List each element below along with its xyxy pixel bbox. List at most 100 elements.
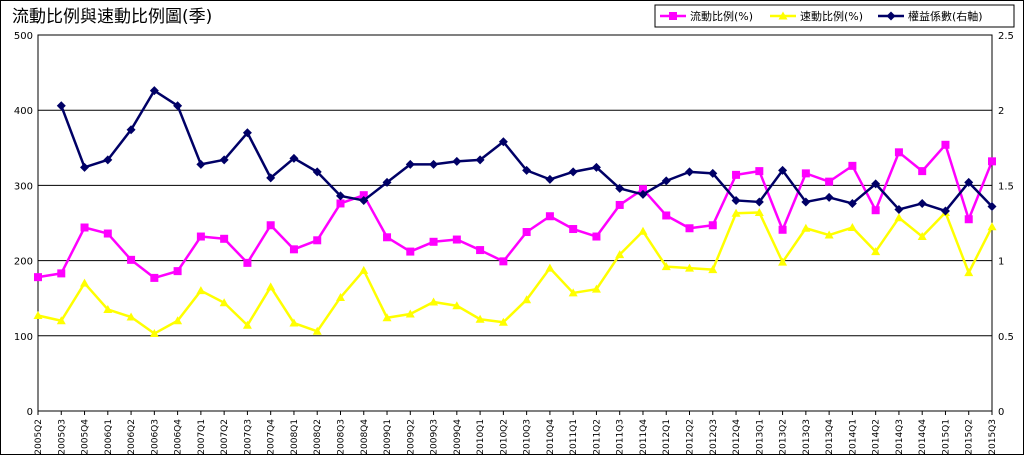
series-1-point: [220, 234, 229, 243]
series-3-point: [335, 191, 345, 201]
series-3-point: [173, 101, 183, 111]
x-tick-label: 2011Q1: [569, 419, 579, 455]
x-tick-label: 2013Q2: [779, 419, 789, 455]
chart-title: 流動比例與速動比例圖(季): [12, 7, 212, 27]
series-2-point: [289, 318, 299, 327]
y-right-tick-label: 1.5: [998, 181, 1014, 192]
series-1-point: [266, 221, 275, 230]
series-1: [34, 140, 996, 282]
series-1-point: [499, 257, 508, 266]
series-2-line: [37, 211, 994, 335]
series-2-point: [359, 265, 369, 274]
x-tick-label: 2006Q4: [174, 419, 184, 455]
series-1-point: [825, 177, 834, 186]
series-2-point: [33, 310, 43, 319]
series-1-point: [871, 206, 880, 215]
series-2-point: [429, 297, 439, 306]
x-tick-label: 2009Q2: [406, 419, 416, 455]
series-2-point: [964, 268, 974, 277]
series-2-point: [266, 282, 276, 291]
series-1-point: [173, 267, 182, 276]
legend-swatch-marker: [778, 11, 788, 20]
series-2-point: [475, 314, 485, 323]
series-3-point: [266, 173, 276, 183]
series-1-point: [592, 232, 601, 241]
x-tick-label: 2005Q4: [81, 419, 91, 455]
series-1-point: [406, 247, 415, 256]
x-tick-label: 2009Q1: [383, 419, 393, 455]
series-3-point: [196, 159, 206, 169]
y-right-tick-label: 0: [998, 407, 1004, 418]
series-2-point: [894, 213, 904, 222]
series-3-point: [964, 177, 974, 187]
x-tick-label: 2010Q2: [499, 419, 509, 455]
x-tick-label: 2011Q2: [592, 419, 602, 455]
series-1-point: [429, 237, 438, 246]
series-3-point: [219, 155, 229, 165]
series-1-point: [941, 140, 950, 149]
series-1-point: [569, 225, 578, 234]
x-tick-label: 2008Q1: [290, 419, 300, 455]
series-1-point: [662, 211, 671, 220]
series-1-point: [755, 167, 764, 176]
grid-lines: [38, 109, 992, 337]
series-3-point: [731, 195, 741, 205]
series-1-point: [383, 233, 392, 242]
x-tick-label: 2011Q3: [616, 419, 626, 455]
series-1-point: [615, 200, 624, 209]
series-3-point: [56, 101, 66, 111]
series-1-point: [545, 212, 554, 221]
x-tick-label: 2007Q4: [267, 419, 277, 455]
x-tick-label: 2012Q2: [686, 419, 696, 455]
legend-label: 速動比例(%): [800, 9, 863, 23]
series-1-point: [359, 191, 368, 200]
series-1-point: [150, 273, 159, 282]
series-2-point: [242, 320, 252, 329]
series-3-point: [80, 162, 90, 172]
series-2-point: [522, 295, 532, 304]
x-tick-label: 2005Q3: [57, 419, 67, 455]
series-2-point: [801, 223, 811, 232]
series-3-point: [638, 189, 648, 199]
x-tick-label: 2014Q2: [872, 419, 882, 455]
series-1-point: [476, 246, 485, 255]
x-tick-label: 2014Q4: [918, 419, 928, 455]
series-1-point: [732, 170, 741, 179]
series-3-point: [987, 201, 997, 211]
series-1-point: [964, 215, 973, 224]
series-1-point: [638, 185, 647, 194]
series-2-point: [987, 222, 997, 231]
series-2-point: [638, 226, 648, 235]
series-3-point: [894, 204, 904, 214]
series-3-point: [754, 197, 764, 207]
x-tick-label: 2008Q4: [360, 419, 370, 455]
series-3-point: [475, 155, 485, 165]
series-2-point: [173, 316, 183, 325]
y-left-tick-label: 500: [14, 31, 33, 42]
series-1-point: [988, 157, 996, 166]
series-2-point: [312, 326, 322, 335]
x-tick-label: 2006Q3: [150, 419, 160, 455]
series-2-point: [568, 288, 578, 297]
x-tick-label: 2013Q4: [825, 419, 835, 455]
series-2-point: [80, 278, 90, 287]
series-3-point: [126, 125, 136, 135]
series-3-point: [568, 167, 578, 177]
series-3: [56, 86, 997, 216]
series-2-point: [56, 316, 66, 325]
series-2-point: [219, 298, 229, 307]
series-1-point: [57, 269, 66, 278]
x-tick-label: 2006Q2: [127, 419, 137, 455]
series-1-point: [289, 245, 298, 254]
x-tick-label: 2009Q3: [430, 419, 440, 455]
series-2-point: [847, 223, 857, 232]
x-tick-label: 2006Q1: [104, 419, 114, 455]
x-tick-label: 2011Q4: [639, 419, 649, 455]
y-right-tick-label: 1: [998, 257, 1004, 268]
series-1-point: [127, 255, 136, 264]
x-tick-label: 2014Q1: [848, 419, 858, 455]
series-1-point: [918, 167, 927, 176]
series-2-point: [871, 247, 881, 256]
series-3-point: [685, 167, 695, 177]
x-tick-label: 2007Q3: [243, 419, 253, 455]
